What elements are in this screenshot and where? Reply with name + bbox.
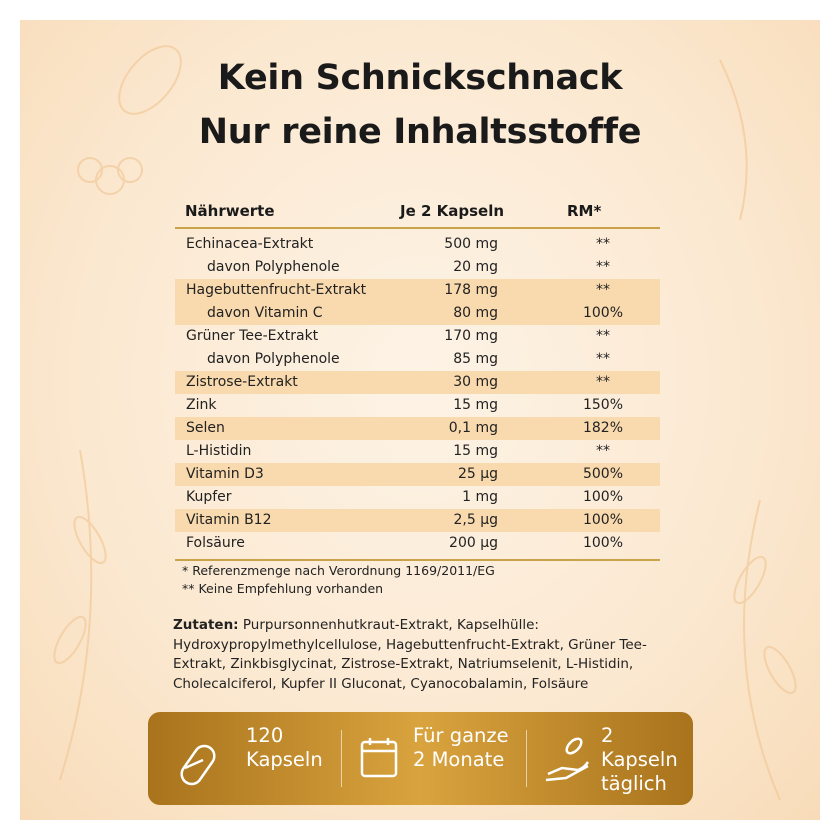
reference-value: 150%: [582, 397, 624, 413]
reference-value: **: [596, 351, 610, 367]
amount: 15 mg: [453, 443, 498, 459]
ingredients: Zutaten: Purpursonnenhutkraut-Extrakt, K…: [173, 616, 693, 694]
panel: Kein Schnickschnack Nur reine Inhaltssto…: [20, 20, 820, 820]
table-row: davon Vitamin C 80 mg 100%: [175, 302, 660, 325]
info-item: 2 Kapseln täglich: [601, 724, 693, 796]
amount: 0,1 mg: [448, 420, 498, 436]
reference-value: **: [596, 374, 610, 390]
nutrient-name: Grüner Tee-Extrakt: [186, 328, 319, 344]
amount: 80 mg: [453, 305, 498, 321]
header-rule: [175, 227, 660, 229]
reference-value: **: [596, 259, 610, 275]
footnote: ** Keine Empfehlung vorhanden: [182, 581, 384, 596]
reference-value: 182%: [582, 420, 624, 436]
reference-value: **: [596, 282, 610, 298]
amount: 30 mg: [453, 374, 498, 390]
reference-value: **: [596, 236, 610, 252]
table-row: Hagebuttenfrucht-Extrakt 178 mg **: [175, 279, 660, 302]
amount: 500 mg: [444, 236, 498, 252]
nutrient-name: Folsäure: [186, 535, 245, 551]
nutrient-name: Vitamin D3: [186, 466, 264, 482]
amount: 15 mg: [453, 397, 498, 413]
column-header: RM*: [567, 202, 602, 220]
reference-value: 100%: [582, 512, 624, 528]
nutrient-name: davon Polyphenole: [207, 351, 340, 367]
amount: 2,5 µg: [453, 512, 498, 528]
table-row: Echinacea-Extrakt 500 mg **: [175, 233, 660, 256]
table-row: Kupfer 1 mg 100%: [175, 486, 660, 509]
nutrient-name: davon Vitamin C: [207, 305, 323, 321]
info-text: 2 Kapseln: [601, 724, 678, 771]
table-row: Zistrose-Extrakt 30 mg **: [175, 371, 660, 394]
info-text: 2 Monate: [413, 748, 505, 771]
info-text: täglich: [601, 772, 667, 795]
amount: 85 mg: [453, 351, 498, 367]
reference-value: 100%: [582, 305, 624, 321]
footnote: * Referenzmenge nach Verordnung 1169/201…: [182, 563, 495, 578]
table-row: davon Polyphenole 20 mg **: [175, 256, 660, 279]
nutrient-name: Zink: [186, 397, 217, 413]
ingredients-text: Purpursonnenhutkraut-Extrakt, Kapselhüll…: [173, 617, 647, 692]
nutrient-name: Vitamin B12: [186, 512, 272, 528]
column-header: Nährwerte: [185, 202, 275, 220]
table-rule: [175, 559, 660, 561]
info-item: Für ganze 2 Monate: [413, 724, 509, 772]
column-header: Je 2 Kapseln: [400, 202, 505, 220]
amount: 25 µg: [457, 466, 498, 482]
table-row: L-Histidin 15 mg **: [175, 440, 660, 463]
info-bar: 120 Kapseln Für ganze 2 Monate 2 Kapseln tä…: [148, 712, 693, 805]
reference-value: 100%: [582, 489, 624, 505]
nutrient-name: Hagebuttenfrucht-Extrakt: [186, 282, 367, 298]
info-item: 120 Kapseln: [246, 724, 323, 772]
table-row: davon Polyphenole 85 mg **: [175, 348, 660, 371]
title-line: Kein Schnickschnack: [217, 58, 623, 98]
separator: [341, 730, 342, 787]
info-text: 120: [246, 724, 284, 747]
amount: 20 mg: [453, 259, 498, 275]
amount: 170 mg: [444, 328, 498, 344]
decoration: [53, 45, 797, 801]
nutrient-name: davon Polyphenole: [207, 259, 340, 275]
info-text: Für ganze: [413, 724, 509, 747]
ingredients-label: Zutaten:: [173, 617, 239, 633]
amount: 178 mg: [444, 282, 498, 298]
table-row: Selen 0,1 mg 182%: [175, 417, 660, 440]
nutrient-name: Echinacea-Extrakt: [186, 236, 314, 252]
nutrient-name: Kupfer: [186, 489, 232, 505]
nutrient-name: L-Histidin: [186, 443, 252, 459]
icons: [180, 737, 590, 786]
title-line: Nur reine Inhaltsstoffe: [198, 112, 642, 152]
info-text: Kapseln: [246, 748, 323, 771]
table-row: Folsäure 200 µg 100%: [175, 532, 660, 555]
amount: 200 µg: [449, 535, 498, 551]
table-row: Vitamin B12 2,5 µg 100%: [175, 509, 660, 532]
separator: [526, 730, 527, 787]
nutrient-name: Selen: [186, 420, 225, 436]
table-row: Zink 15 mg 150%: [175, 394, 660, 417]
nutrient-name: Zistrose-Extrakt: [186, 374, 298, 390]
reference-value: 100%: [582, 535, 624, 551]
reference-value: **: [596, 328, 610, 344]
table-row: Grüner Tee-Extrakt 170 mg **: [175, 325, 660, 348]
amount: 1 mg: [462, 489, 498, 505]
table-row: Vitamin D3 25 µg 500%: [175, 463, 660, 486]
reference-value: 500%: [582, 466, 624, 482]
reference-value: **: [596, 443, 610, 459]
